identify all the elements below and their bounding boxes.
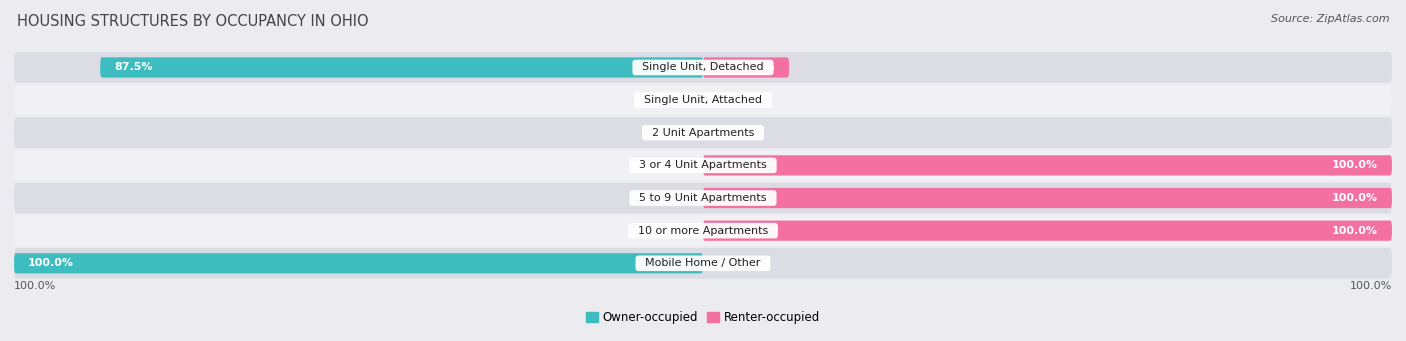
Legend: Owner-occupied, Renter-occupied: Owner-occupied, Renter-occupied bbox=[586, 311, 820, 324]
FancyBboxPatch shape bbox=[14, 248, 1392, 279]
FancyBboxPatch shape bbox=[14, 215, 1392, 246]
Text: 100.0%: 100.0% bbox=[1331, 193, 1378, 203]
FancyBboxPatch shape bbox=[703, 188, 1392, 208]
Text: 10 or more Apartments: 10 or more Apartments bbox=[631, 226, 775, 236]
Text: 0.0%: 0.0% bbox=[661, 193, 689, 203]
Text: 12.5%: 12.5% bbox=[737, 62, 775, 73]
Text: 0.0%: 0.0% bbox=[661, 128, 689, 138]
Text: HOUSING STRUCTURES BY OCCUPANCY IN OHIO: HOUSING STRUCTURES BY OCCUPANCY IN OHIO bbox=[17, 14, 368, 29]
FancyBboxPatch shape bbox=[14, 117, 1392, 148]
Text: Source: ZipAtlas.com: Source: ZipAtlas.com bbox=[1271, 14, 1389, 24]
FancyBboxPatch shape bbox=[14, 52, 1392, 83]
FancyBboxPatch shape bbox=[14, 150, 1392, 181]
FancyBboxPatch shape bbox=[703, 57, 789, 78]
FancyBboxPatch shape bbox=[14, 183, 1392, 213]
FancyBboxPatch shape bbox=[14, 253, 703, 273]
Text: 0.0%: 0.0% bbox=[661, 95, 689, 105]
Text: 0.0%: 0.0% bbox=[717, 95, 745, 105]
FancyBboxPatch shape bbox=[14, 85, 1392, 116]
Text: 5 to 9 Unit Apartments: 5 to 9 Unit Apartments bbox=[633, 193, 773, 203]
Text: 100.0%: 100.0% bbox=[14, 281, 56, 291]
Text: 3 or 4 Unit Apartments: 3 or 4 Unit Apartments bbox=[633, 160, 773, 170]
Text: 2 Unit Apartments: 2 Unit Apartments bbox=[645, 128, 761, 138]
Text: Single Unit, Detached: Single Unit, Detached bbox=[636, 62, 770, 73]
Text: Mobile Home / Other: Mobile Home / Other bbox=[638, 258, 768, 268]
Text: 100.0%: 100.0% bbox=[28, 258, 75, 268]
Text: 0.0%: 0.0% bbox=[717, 128, 745, 138]
FancyBboxPatch shape bbox=[100, 57, 703, 78]
Text: Single Unit, Attached: Single Unit, Attached bbox=[637, 95, 769, 105]
Text: 100.0%: 100.0% bbox=[1350, 281, 1392, 291]
Text: 0.0%: 0.0% bbox=[661, 226, 689, 236]
FancyBboxPatch shape bbox=[703, 221, 1392, 241]
Text: 100.0%: 100.0% bbox=[1331, 160, 1378, 170]
Text: 87.5%: 87.5% bbox=[114, 62, 152, 73]
Text: 0.0%: 0.0% bbox=[661, 160, 689, 170]
FancyBboxPatch shape bbox=[703, 155, 1392, 176]
Text: 0.0%: 0.0% bbox=[717, 258, 745, 268]
Text: 100.0%: 100.0% bbox=[1331, 226, 1378, 236]
